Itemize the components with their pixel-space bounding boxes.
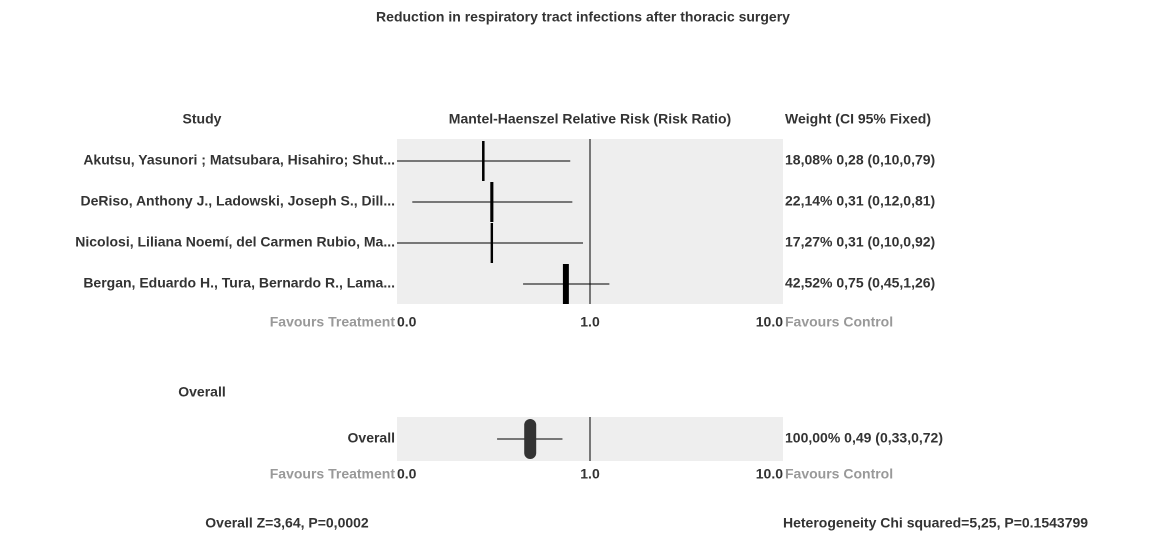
x-tick-label: 10.0 <box>756 466 783 482</box>
title: Reduction in respiratory tract infection… <box>376 9 790 25</box>
overall-marker <box>524 419 537 459</box>
weight-label: 100,00% 0,49 (0,33,0,72) <box>785 430 943 446</box>
study-marker <box>490 182 494 222</box>
x-tick-label: 1.0 <box>580 466 600 482</box>
row-label: DeRiso, Anthony J., Ladowski, Joseph S.,… <box>80 193 395 209</box>
row-label: Nicolosi, Liliana Noemí, del Carmen Rubi… <box>75 234 395 250</box>
row-label: Overall <box>348 430 395 446</box>
x-tick-label: 0.0 <box>397 466 417 482</box>
right-label: Favours Control <box>785 466 893 482</box>
plot-header: Mantel-Haenszel Relative Risk (Risk Rati… <box>449 111 731 127</box>
left-label: Favours Treatment <box>270 466 396 482</box>
weight-header: Weight (CI 95% Fixed) <box>785 111 931 127</box>
study-marker <box>490 223 494 263</box>
x-tick-label: 10.0 <box>756 314 783 330</box>
row-label: Bergan, Eduardo H., Tura, Bernardo R., L… <box>83 275 395 291</box>
overall-heading: Overall <box>178 384 225 400</box>
study-marker <box>482 141 485 181</box>
row-label: Akutsu, Yasunori ; Matsubara, Hisahiro; … <box>83 152 395 168</box>
footer-left: Overall Z=3,64, P=0,0002 <box>205 515 369 531</box>
study-marker <box>562 264 569 304</box>
weight-label: 22,14% 0,31 (0,12,0,81) <box>785 193 935 209</box>
weight-label: 17,27% 0,31 (0,10,0,92) <box>785 234 935 250</box>
left-label: Favours Treatment <box>270 314 396 330</box>
x-tick-label: 1.0 <box>580 314 600 330</box>
right-label: Favours Control <box>785 314 893 330</box>
footer-right: Heterogeneity Chi squared=5,25, P=0.1543… <box>783 515 1088 531</box>
weight-label: 42,52% 0,75 (0,45,1,26) <box>785 275 935 291</box>
x-tick-label: 0.0 <box>397 314 417 330</box>
study-header: Study <box>183 111 222 127</box>
weight-label: 18,08% 0,28 (0,10,0,79) <box>785 152 935 168</box>
